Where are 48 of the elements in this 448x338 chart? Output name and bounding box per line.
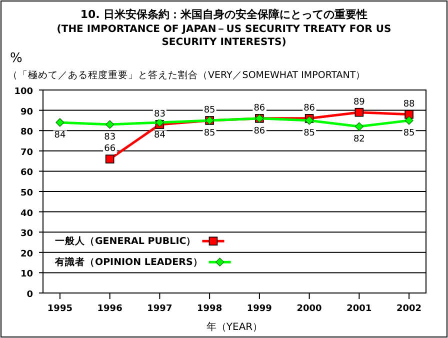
y-tick-label: 100 [14,87,33,97]
text: （「極めて／ある程度重要」と答えた割合（VERY／SOMEWHAT IMPORTANT） [8,69,366,81]
data-label: 85 [204,105,216,116]
x-axis-title: 年（YEAR） [206,321,263,333]
chart-title: 10. 日米安保条約：米国自身の安全保障にとっての重要性 [80,8,368,21]
legend-label: 一般人（GENERAL PUBLIC） [55,235,196,248]
data-label: 83 [154,110,166,120]
data-label: 82 [353,134,365,145]
point [404,116,414,125]
legend-label: 有識者（OPINION LEADERS） [54,256,203,268]
data-label: 83 [104,132,116,143]
x-tick-label: 2002 [396,304,422,314]
point [106,120,114,129]
point [404,110,414,119]
point [56,118,64,127]
y-axis-title: % [10,51,22,66]
y-tick-label: 90 [20,107,33,118]
data-label: 84 [154,130,166,140]
x-tick-label: 1995 [47,304,72,314]
x-tick-label: 1998 [197,304,222,314]
y-tick-label: 80 [20,128,33,138]
data-label: 86 [254,103,266,114]
point [354,122,364,131]
y-tick-label: 30 [20,229,33,240]
y-tick-label: 70 [20,148,33,158]
data-label: 85 [304,128,316,138]
data-label: 88 [403,99,416,110]
chart-subtitle: (THE IMPORTANCE OF JAPAN－US SECURITY TREATY FOR US SECURITY INTERESTS) [56,24,392,48]
data-label: 85 [403,128,415,138]
x-tick-label: 1996 [97,304,122,314]
y-tick-label: 60 [20,168,33,178]
point [354,108,364,117]
data-label: 86 [304,103,316,114]
data-label: 85 [204,128,216,138]
x-tick-label: 1999 [246,304,272,314]
x-tick-label: 2001 [346,304,372,314]
y-tick-label: 50 [20,188,33,198]
y-tick-label: 0 [26,290,33,300]
y-tick-label: 20 [20,249,33,260]
data-label: 66 [104,144,116,154]
data-label: 89 [353,97,366,108]
x-tick-label: 2000 [296,304,322,314]
y-tick-label: 40 [20,208,33,219]
point [105,154,114,164]
x-tick-label: 1997 [147,304,172,314]
data-label: 84 [54,130,66,140]
data-label: 86 [254,126,266,136]
y-tick-label: 10 [20,270,33,280]
